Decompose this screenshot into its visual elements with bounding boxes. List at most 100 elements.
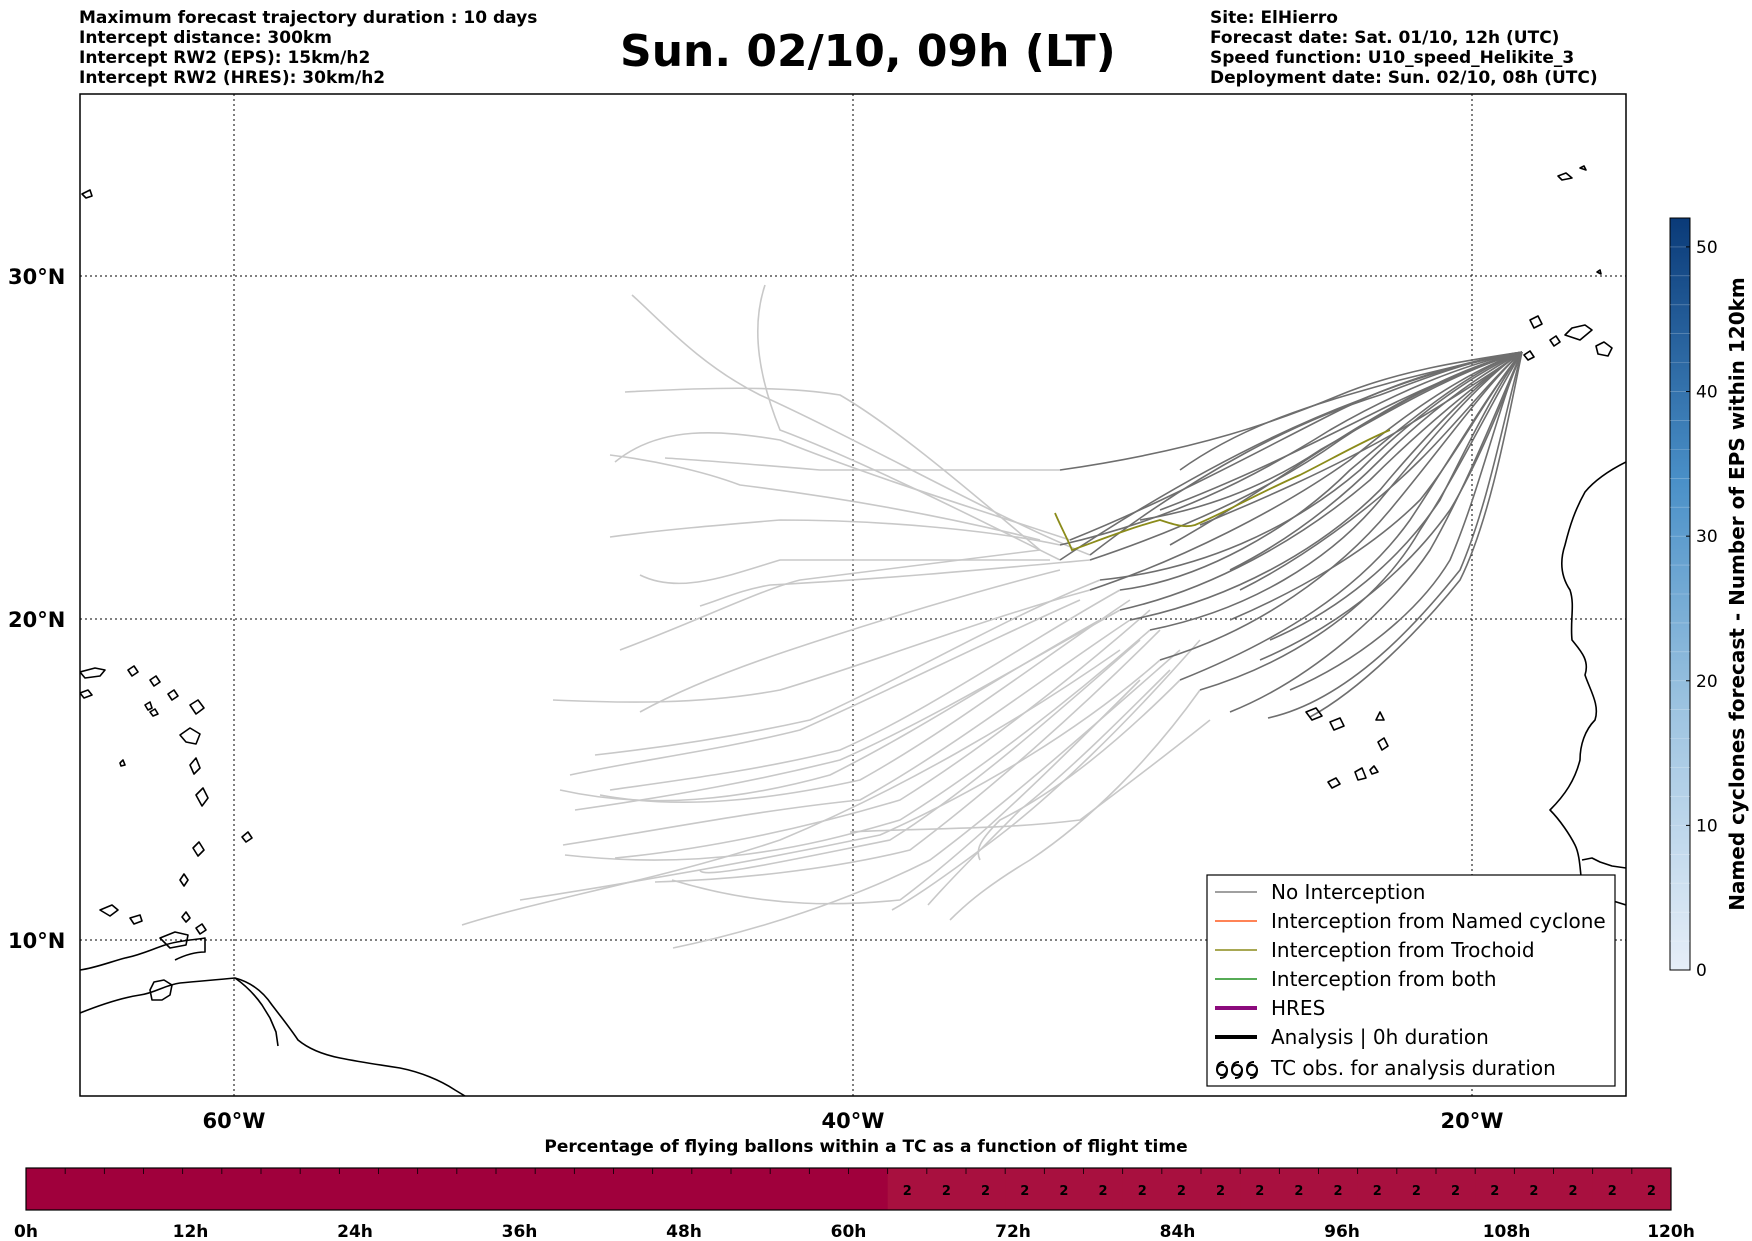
eps-trajectories-late [461,284,1211,949]
legend-item-named-cyclone: Interception from Named cyclone [1215,909,1606,933]
flight-time-cell-value: 2 [1334,1184,1343,1199]
header-left: Maximum forecast trajectory duration : 1… [79,8,537,88]
flight-time-cell-value: 2 [1608,1184,1617,1199]
trajectory [949,689,1201,921]
flight-time-cell-value: 2 [1216,1184,1225,1199]
coast-cape-verde-7 [1369,765,1379,775]
trajectory [1199,351,1523,691]
trajectory [614,609,1151,859]
coast-south-america [80,977,466,1096]
legend-item-trochoid: Interception from Trochoid [1215,938,1535,962]
flight-time-tick-label: 0h [14,1222,38,1241]
trajectory [562,619,1131,846]
coast-grenada [181,911,191,923]
flight-time-cell [926,1168,967,1210]
flight-time-bar: Percentage of flying ballons within a TC… [14,1137,1695,1241]
header-left-line-3: Intercept RW2 (EPS): 15km/h2 [79,48,371,68]
flight-time-cell [378,1168,419,1210]
coast-cape-verde-5 [1327,777,1341,789]
trajectory [672,649,1181,949]
trajectory [891,639,1201,911]
legend-label-both: Interception from both [1271,967,1497,991]
coast-canary-4 [1523,350,1535,361]
flight-time-cell [339,1168,379,1210]
colorbar-tick-label: 10 [1696,816,1718,836]
coast-canary-1 [1529,315,1543,329]
coast-canary-3 [1595,341,1613,357]
coast-trinidad-island [159,931,189,949]
flight-time-cell [1357,1168,1398,1210]
colorbar-gradient [1669,217,1691,971]
coast-guyana [234,977,279,1047]
trajectory [1059,351,1523,471]
colorbar-tick-label: 0 [1696,961,1707,981]
colorbar-tick-label: 50 [1696,238,1718,258]
legend-label-tc-obs: TC obs. for analysis duration [1270,1056,1556,1080]
colorbar-tick-label: 20 [1696,672,1718,692]
flight-time-cell-value: 2 [1138,1184,1147,1199]
trajectory [619,549,1041,651]
trajectory [609,589,1121,791]
trajectory [1149,351,1523,631]
flight-time-cell [1240,1168,1280,1210]
colorbar: 0 10 20 30 40 50 Named cyclones forecast - Nu… [1669,217,1749,981]
flight-time-cell-value: 2 [1529,1184,1538,1199]
trajectory [1099,351,1523,581]
trajectory [461,649,1121,926]
trajectory [1119,351,1523,611]
trajectory [1129,351,1523,621]
flight-time-cell-value: 2 [1099,1184,1108,1199]
flight-time-cell [652,1168,693,1210]
legend-label-named-cyclone: Interception from Named cyclone [1271,909,1606,933]
trochoid-interception-trajectory [1054,429,1391,552]
flight-time-cell [261,1168,301,1210]
coast-st-lucia [192,841,205,857]
flight-time-cell-value: 2 [1255,1184,1264,1199]
header-right: Site: ElHierro Forecast date: Sat. 01/10… [1210,8,1598,88]
colorbar-tick-label: 40 [1696,383,1718,403]
flight-time-cell [1631,1168,1672,1210]
trajectory [1059,351,1523,546]
coast-barbados [241,831,253,843]
trajectory [1139,351,1523,521]
legend-label-hres: HRES [1271,996,1325,1020]
trajectory [609,454,1041,541]
flight-time-tick-label: 120h [1647,1222,1695,1241]
trajectory [609,519,1061,546]
coast-leeward-1 [167,689,179,701]
flight-time-cell-value: 2 [1569,1184,1578,1199]
flight-time-cell [1475,1168,1515,1210]
trajectory [639,559,1050,585]
trajectory [1229,351,1523,713]
flight-time-cell [1122,1168,1163,1210]
flight-time-cell [1514,1168,1554,1210]
flight-time-cell-value: 2 [1059,1184,1068,1199]
trajectory [1259,351,1523,661]
flight-time-cell [1436,1168,1476,1210]
header-right-line-1: Site: ElHierro [1210,8,1338,28]
lon-label-60w: 60°W [203,1109,266,1133]
trajectory [594,579,1101,756]
flight-time-cell [26,1168,66,1210]
trajectory [757,284,1061,561]
flight-time-cell-value: 2 [942,1184,951,1199]
flight-time-cell [182,1168,223,1210]
coast-guadeloupe [179,727,201,745]
flight-time-cell [300,1168,340,1210]
flight-time-cell [1279,1168,1319,1210]
header-left-line-2: Intercept distance: 300km [79,28,332,48]
flight-time-cell [731,1168,771,1210]
flight-time-cell [966,1168,1006,1210]
trajectory [569,599,1081,776]
flight-time-tick-label: 60h [831,1222,867,1241]
coast-hispaniola-tip [80,689,93,699]
flight-time-cell [809,1168,849,1210]
coast-dominica [189,757,201,775]
map-panel[interactable]: 30°N 20°N 10°N 60°W 40°W 20°W No Interce… [8,93,1627,1133]
coast-trinidad [149,979,173,1001]
flight-time-cell [1161,1168,1202,1210]
lon-label-20w: 20°W [1441,1109,1504,1133]
flight-time-cell [1005,1168,1045,1210]
flight-time-bar-frame [25,1167,1672,1211]
